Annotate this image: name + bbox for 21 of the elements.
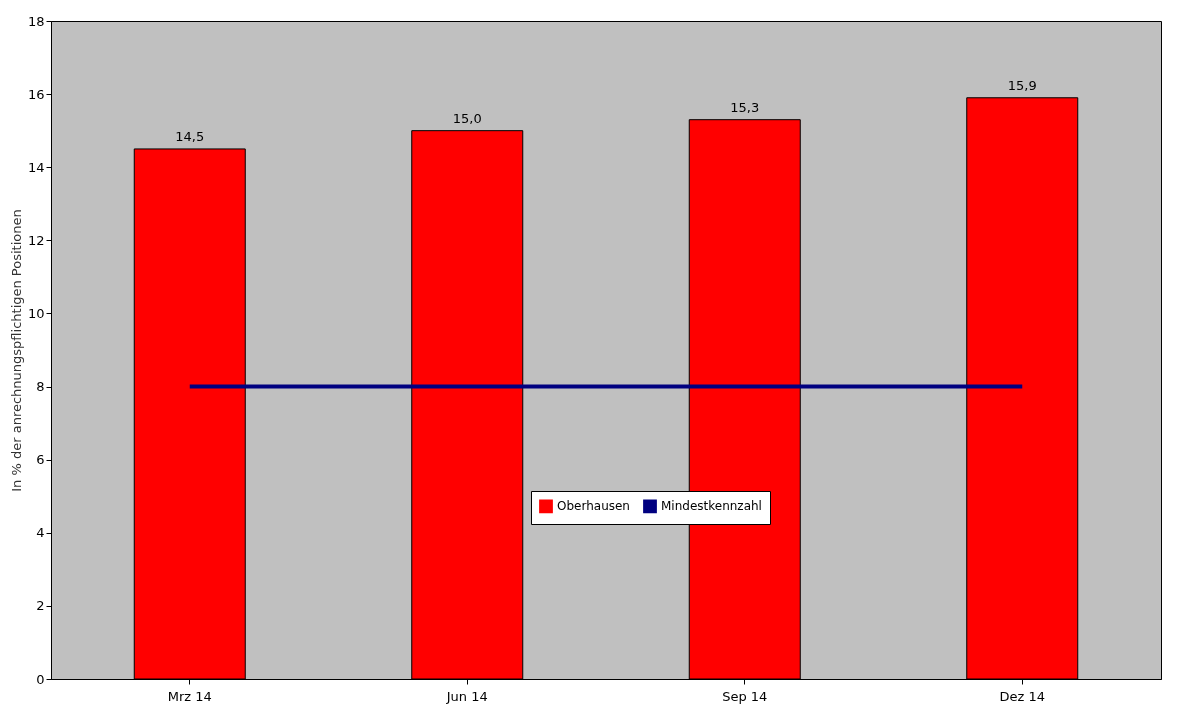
legend-label: Oberhausen (557, 499, 630, 514)
data-label: 14,5 (175, 128, 205, 144)
y-tick-label: 10 (27, 305, 45, 321)
x-tick-label: Jun 14 (445, 688, 488, 704)
y-axis-title: In % der anrechnungspflichtigen Positionen (8, 209, 24, 492)
y-tick-label: 2 (36, 598, 45, 614)
y-tick-label: 0 (36, 671, 45, 687)
y-tick-label: 4 (36, 525, 45, 541)
data-label: 15,9 (1007, 77, 1037, 93)
x-tick-label: Mrz 14 (167, 688, 212, 704)
y-tick-label: 14 (27, 159, 45, 175)
y-tick-label: 6 (36, 452, 45, 468)
legend-label: Mindestkennzahl (661, 499, 762, 514)
y-tick-label: 18 (27, 13, 45, 29)
y-tick-label: 8 (36, 379, 45, 395)
y-tick-label: 16 (27, 86, 45, 102)
x-tick-label: Sep 14 (722, 688, 768, 704)
x-tick-label: Dez 14 (999, 688, 1046, 704)
data-label: 15,0 (452, 110, 482, 126)
y-tick-label: 12 (27, 232, 45, 248)
data-label: 15,3 (730, 99, 760, 115)
